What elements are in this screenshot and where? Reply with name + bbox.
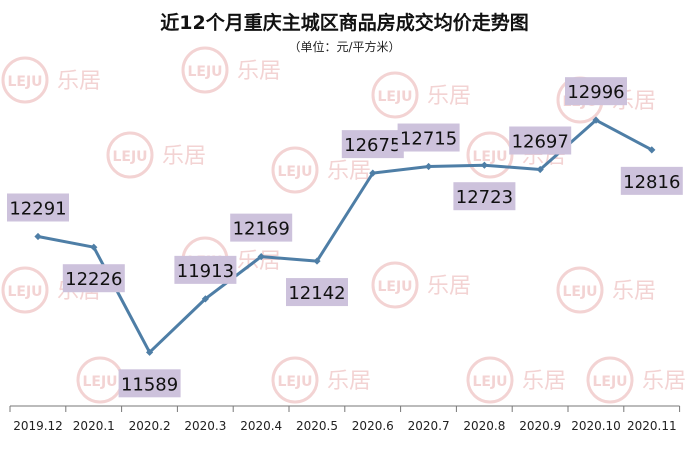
data-point xyxy=(90,243,98,251)
data-label: 12715 xyxy=(397,123,460,152)
data-point xyxy=(313,257,321,265)
data-label-text: 12715 xyxy=(400,129,457,150)
x-tick-label: 2020.1 xyxy=(73,419,115,433)
data-point xyxy=(146,348,154,356)
x-tick-label: 2020.6 xyxy=(352,419,394,433)
data-label: 12996 xyxy=(565,77,627,106)
data-label: 12291 xyxy=(7,193,69,222)
data-label: 12226 xyxy=(62,264,125,293)
x-tick-label: 2020.7 xyxy=(408,419,450,433)
data-point xyxy=(201,295,209,303)
x-tick-label: 2020.9 xyxy=(519,419,561,433)
chart-subtitle: （单位：元/平方米） xyxy=(288,40,401,54)
data-label-text: 12169 xyxy=(233,219,290,240)
x-tick-label: 2020.3 xyxy=(184,419,226,433)
data-label: 12723 xyxy=(453,182,516,211)
data-label: 11913 xyxy=(174,255,237,284)
data-label: 12816 xyxy=(620,166,683,195)
data-point xyxy=(536,165,544,174)
data-label-text: 12816 xyxy=(623,172,680,193)
data-label-text: 12996 xyxy=(567,82,624,103)
data-label: 11589 xyxy=(118,369,181,398)
data-label-text: 12723 xyxy=(456,187,513,208)
x-tick-label: 2020.11 xyxy=(627,419,677,433)
data-point xyxy=(592,116,600,124)
x-tick-label: 2020.5 xyxy=(296,419,338,433)
x-tick-label: 2020.8 xyxy=(463,419,505,433)
data-label-text: 12226 xyxy=(65,269,122,290)
data-point xyxy=(369,169,377,177)
data-label: 12697 xyxy=(509,126,572,155)
data-label: 12142 xyxy=(286,278,348,307)
data-label: 12169 xyxy=(230,213,293,242)
x-tick-label: 2019.12 xyxy=(13,419,63,433)
data-label-text: 11913 xyxy=(177,261,234,282)
data-label: 12675 xyxy=(341,130,404,159)
data-label-text: 12697 xyxy=(512,131,569,152)
data-point xyxy=(480,161,488,169)
chart-title: 近12个月重庆主城区商品房成交均价走势图 xyxy=(160,12,529,34)
x-tick-label: 2020.4 xyxy=(240,419,282,433)
data-point xyxy=(425,162,433,171)
data-label-text: 11589 xyxy=(121,374,178,395)
data-label-text: 12675 xyxy=(344,135,401,156)
data-label-text: 12142 xyxy=(288,283,345,304)
data-point xyxy=(257,253,265,261)
x-tick-label: 2020.2 xyxy=(129,419,171,433)
x-tick-label: 2020.10 xyxy=(571,419,621,433)
data-point xyxy=(648,146,656,154)
data-label-text: 12291 xyxy=(9,198,66,219)
series-line xyxy=(37,118,653,354)
data-point xyxy=(34,232,42,241)
